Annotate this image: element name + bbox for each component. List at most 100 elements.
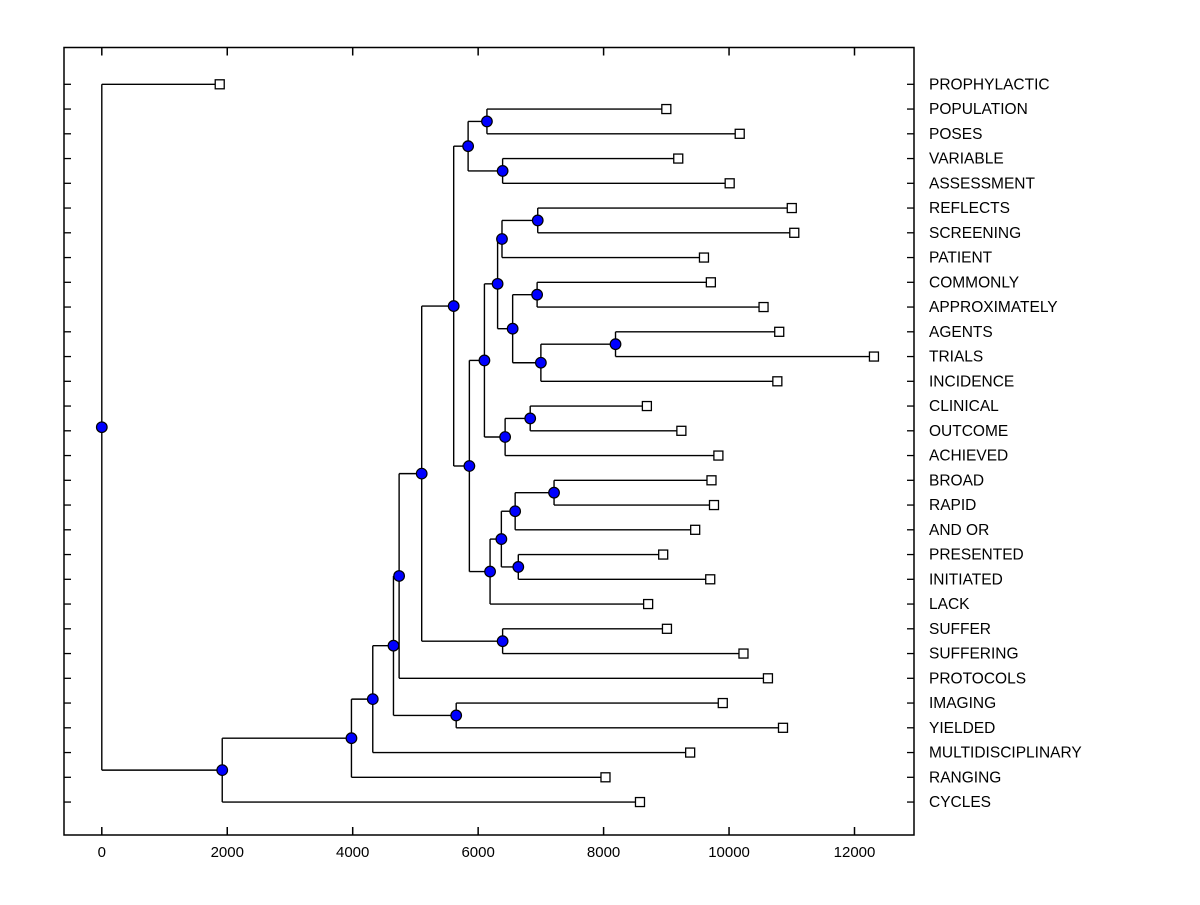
- leaf-label: POPULATION: [929, 101, 1028, 118]
- branch-node-marker: [393, 570, 406, 582]
- leaf-marker: [724, 178, 735, 189]
- leaf-marker: [734, 128, 745, 139]
- leaf-label: ACHIEVED: [929, 448, 1008, 465]
- leaf-label: APPROXIMATELY: [929, 299, 1058, 316]
- leaf-marker: [685, 747, 696, 758]
- leaf-label: SUFFER: [929, 621, 991, 638]
- leaf-label: TRIALS: [929, 349, 983, 366]
- branch-node-marker: [447, 300, 460, 312]
- leaf-label: ASSESSMENT: [929, 175, 1035, 192]
- markers: [95, 79, 880, 808]
- leaf-marker: [706, 475, 717, 486]
- x-tick-label: 12000: [834, 844, 876, 861]
- leaf-marker: [600, 772, 611, 783]
- leaf-label: POSES: [929, 126, 982, 143]
- plot-box: [63, 46, 915, 836]
- leaf-marker: [642, 598, 654, 610]
- branch-node-marker: [481, 115, 493, 128]
- leaf-label: AGENTS: [929, 324, 993, 341]
- leaf-label: CYCLES: [929, 794, 991, 811]
- x-tick-label: 4000: [336, 844, 369, 861]
- axes: [63, 46, 915, 836]
- leaf-marker: [777, 722, 789, 733]
- x-tick-label: 6000: [461, 844, 494, 861]
- leaf-label: VARIABLE: [929, 151, 1004, 168]
- leaf-marker: [774, 326, 785, 337]
- leaf-label: IMAGING: [929, 695, 996, 712]
- leaf-label: LACK: [929, 596, 970, 613]
- leaf-marker: [676, 425, 687, 436]
- branch-node-marker: [524, 412, 537, 425]
- labels: 0 2000 4000 6000 8000 10000 12000 PROPHYLACTIC P…: [98, 76, 1082, 861]
- leaf-marker: [738, 648, 749, 659]
- leaf-label: SUFFERING: [929, 646, 1019, 663]
- tree-edges: [101, 83, 874, 803]
- branch-node-marker: [531, 288, 544, 301]
- leaf-marker: [661, 623, 673, 634]
- branch-node-marker: [548, 486, 560, 499]
- leaf-marker: [690, 524, 701, 535]
- branch-node-marker: [512, 561, 525, 573]
- leaf-marker: [772, 376, 783, 387]
- branch-node-marker: [415, 467, 428, 480]
- branch-node-marker: [95, 421, 108, 434]
- branch-node-marker: [496, 165, 509, 177]
- leaf-marker: [762, 673, 774, 684]
- branch-node-marker: [531, 214, 544, 227]
- leaf-marker: [673, 153, 684, 164]
- branch-node-marker: [484, 565, 496, 578]
- leaf-label: MULTIDISCIPLINARY: [929, 745, 1082, 762]
- branch-node-marker: [495, 533, 508, 545]
- branch-node-marker: [499, 431, 512, 443]
- leaf-marker: [717, 697, 728, 709]
- branch-node-marker: [387, 639, 400, 652]
- branch-node-marker: [609, 338, 622, 351]
- leaf-label: AND OR: [929, 522, 989, 539]
- branch-node-marker: [506, 322, 519, 335]
- leaf-marker: [758, 301, 769, 313]
- leaf-label: CLINICAL: [929, 398, 999, 415]
- leaf-marker: [658, 549, 669, 560]
- leaf-marker: [705, 277, 717, 288]
- x-tick-label: 8000: [587, 844, 620, 861]
- leaf-label: RANGING: [929, 769, 1001, 786]
- branch-node-marker: [463, 460, 476, 472]
- leaf-marker: [661, 103, 672, 115]
- leaf-marker: [634, 796, 646, 808]
- leaf-marker: [786, 202, 797, 214]
- branch-node-marker: [450, 709, 463, 722]
- leaf-label: INITIATED: [929, 571, 1003, 588]
- branch-node-marker: [496, 233, 508, 245]
- leaf-label: BROAD: [929, 472, 984, 489]
- branch-node-marker: [534, 356, 547, 369]
- branch-node-marker: [491, 277, 504, 290]
- leaf-marker: [708, 499, 720, 511]
- leaf-marker: [868, 351, 880, 362]
- x-tick-label: 2000: [211, 844, 244, 861]
- leaf-marker: [698, 252, 710, 263]
- leaf-label: YIELDED: [929, 720, 995, 737]
- leaf-label: REFLECTS: [929, 200, 1010, 217]
- leaf-label: OUTCOME: [929, 423, 1008, 440]
- branch-node-marker: [478, 354, 491, 367]
- leaf-marker: [214, 79, 225, 90]
- leaf-marker: [641, 400, 653, 412]
- leaf-label: SCREENING: [929, 225, 1021, 242]
- branch-node-marker: [496, 635, 509, 648]
- leaf-label: PROPHYLACTIC: [929, 76, 1050, 93]
- leaf-label: PRESENTED: [929, 547, 1024, 564]
- leaf-label: PROTOCOLS: [929, 670, 1026, 687]
- leaf-label: INCIDENCE: [929, 373, 1014, 390]
- branch-node-marker: [366, 693, 379, 706]
- branch-node-marker: [462, 140, 475, 153]
- branch-node-marker: [216, 764, 229, 777]
- leaf-label: RAPID: [929, 497, 976, 514]
- x-tick-label: 10000: [708, 844, 750, 861]
- branch-node-marker: [345, 732, 358, 745]
- leaf-marker: [705, 574, 716, 585]
- x-tick-label: 0: [98, 844, 106, 861]
- leaf-label: PATIENT: [929, 250, 993, 267]
- leaf-label: COMMONLY: [929, 274, 1019, 291]
